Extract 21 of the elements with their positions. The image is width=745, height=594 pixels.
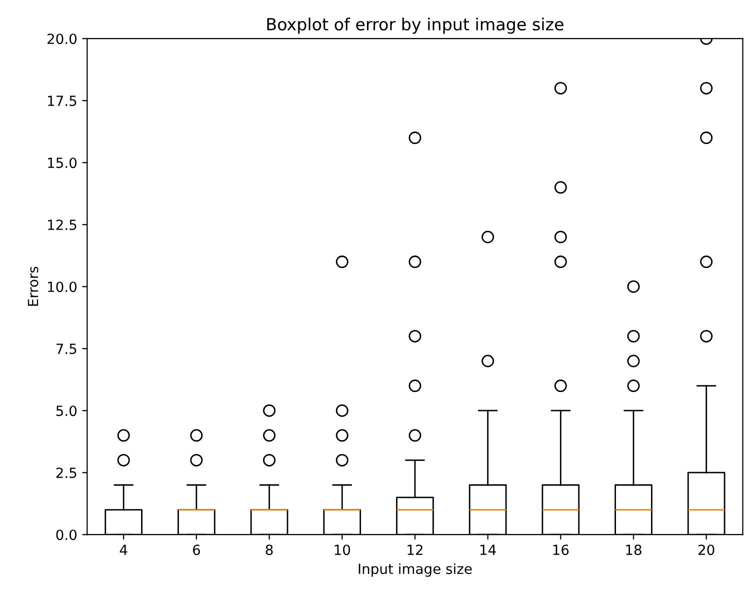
y-tick-label: 2.5: [56, 468, 76, 478]
y-axis-title: Errors: [28, 266, 38, 306]
chart-title: Boxplot of error by input image size: [267, 18, 564, 34]
y-tick-label: 0.0: [56, 530, 77, 540]
x-tick-label: 14: [480, 544, 496, 555]
x-tick-label: 6: [192, 544, 200, 556]
y-tick-label: 15.0: [48, 158, 77, 168]
y-tick-label: 12.5: [48, 220, 76, 230]
x-tick-label: 8: [266, 544, 273, 556]
x-tick-label: 18: [626, 544, 642, 556]
x-axis-title: Input image size: [358, 563, 472, 577]
y-tick-label: 7.5: [56, 344, 76, 354]
x-tick-label: 12: [408, 544, 422, 555]
x-tick-label: 20: [698, 544, 714, 556]
y-tick-label: 5.0: [56, 406, 77, 416]
x-tick-label: 4: [120, 544, 128, 555]
y-tick-label: 17.5: [48, 96, 76, 106]
x-tick-label: 10: [334, 544, 350, 556]
y-tick-label: 10.0: [48, 282, 77, 292]
x-tick-label: 16: [553, 544, 569, 556]
y-tick-label: 20.0: [48, 34, 77, 44]
